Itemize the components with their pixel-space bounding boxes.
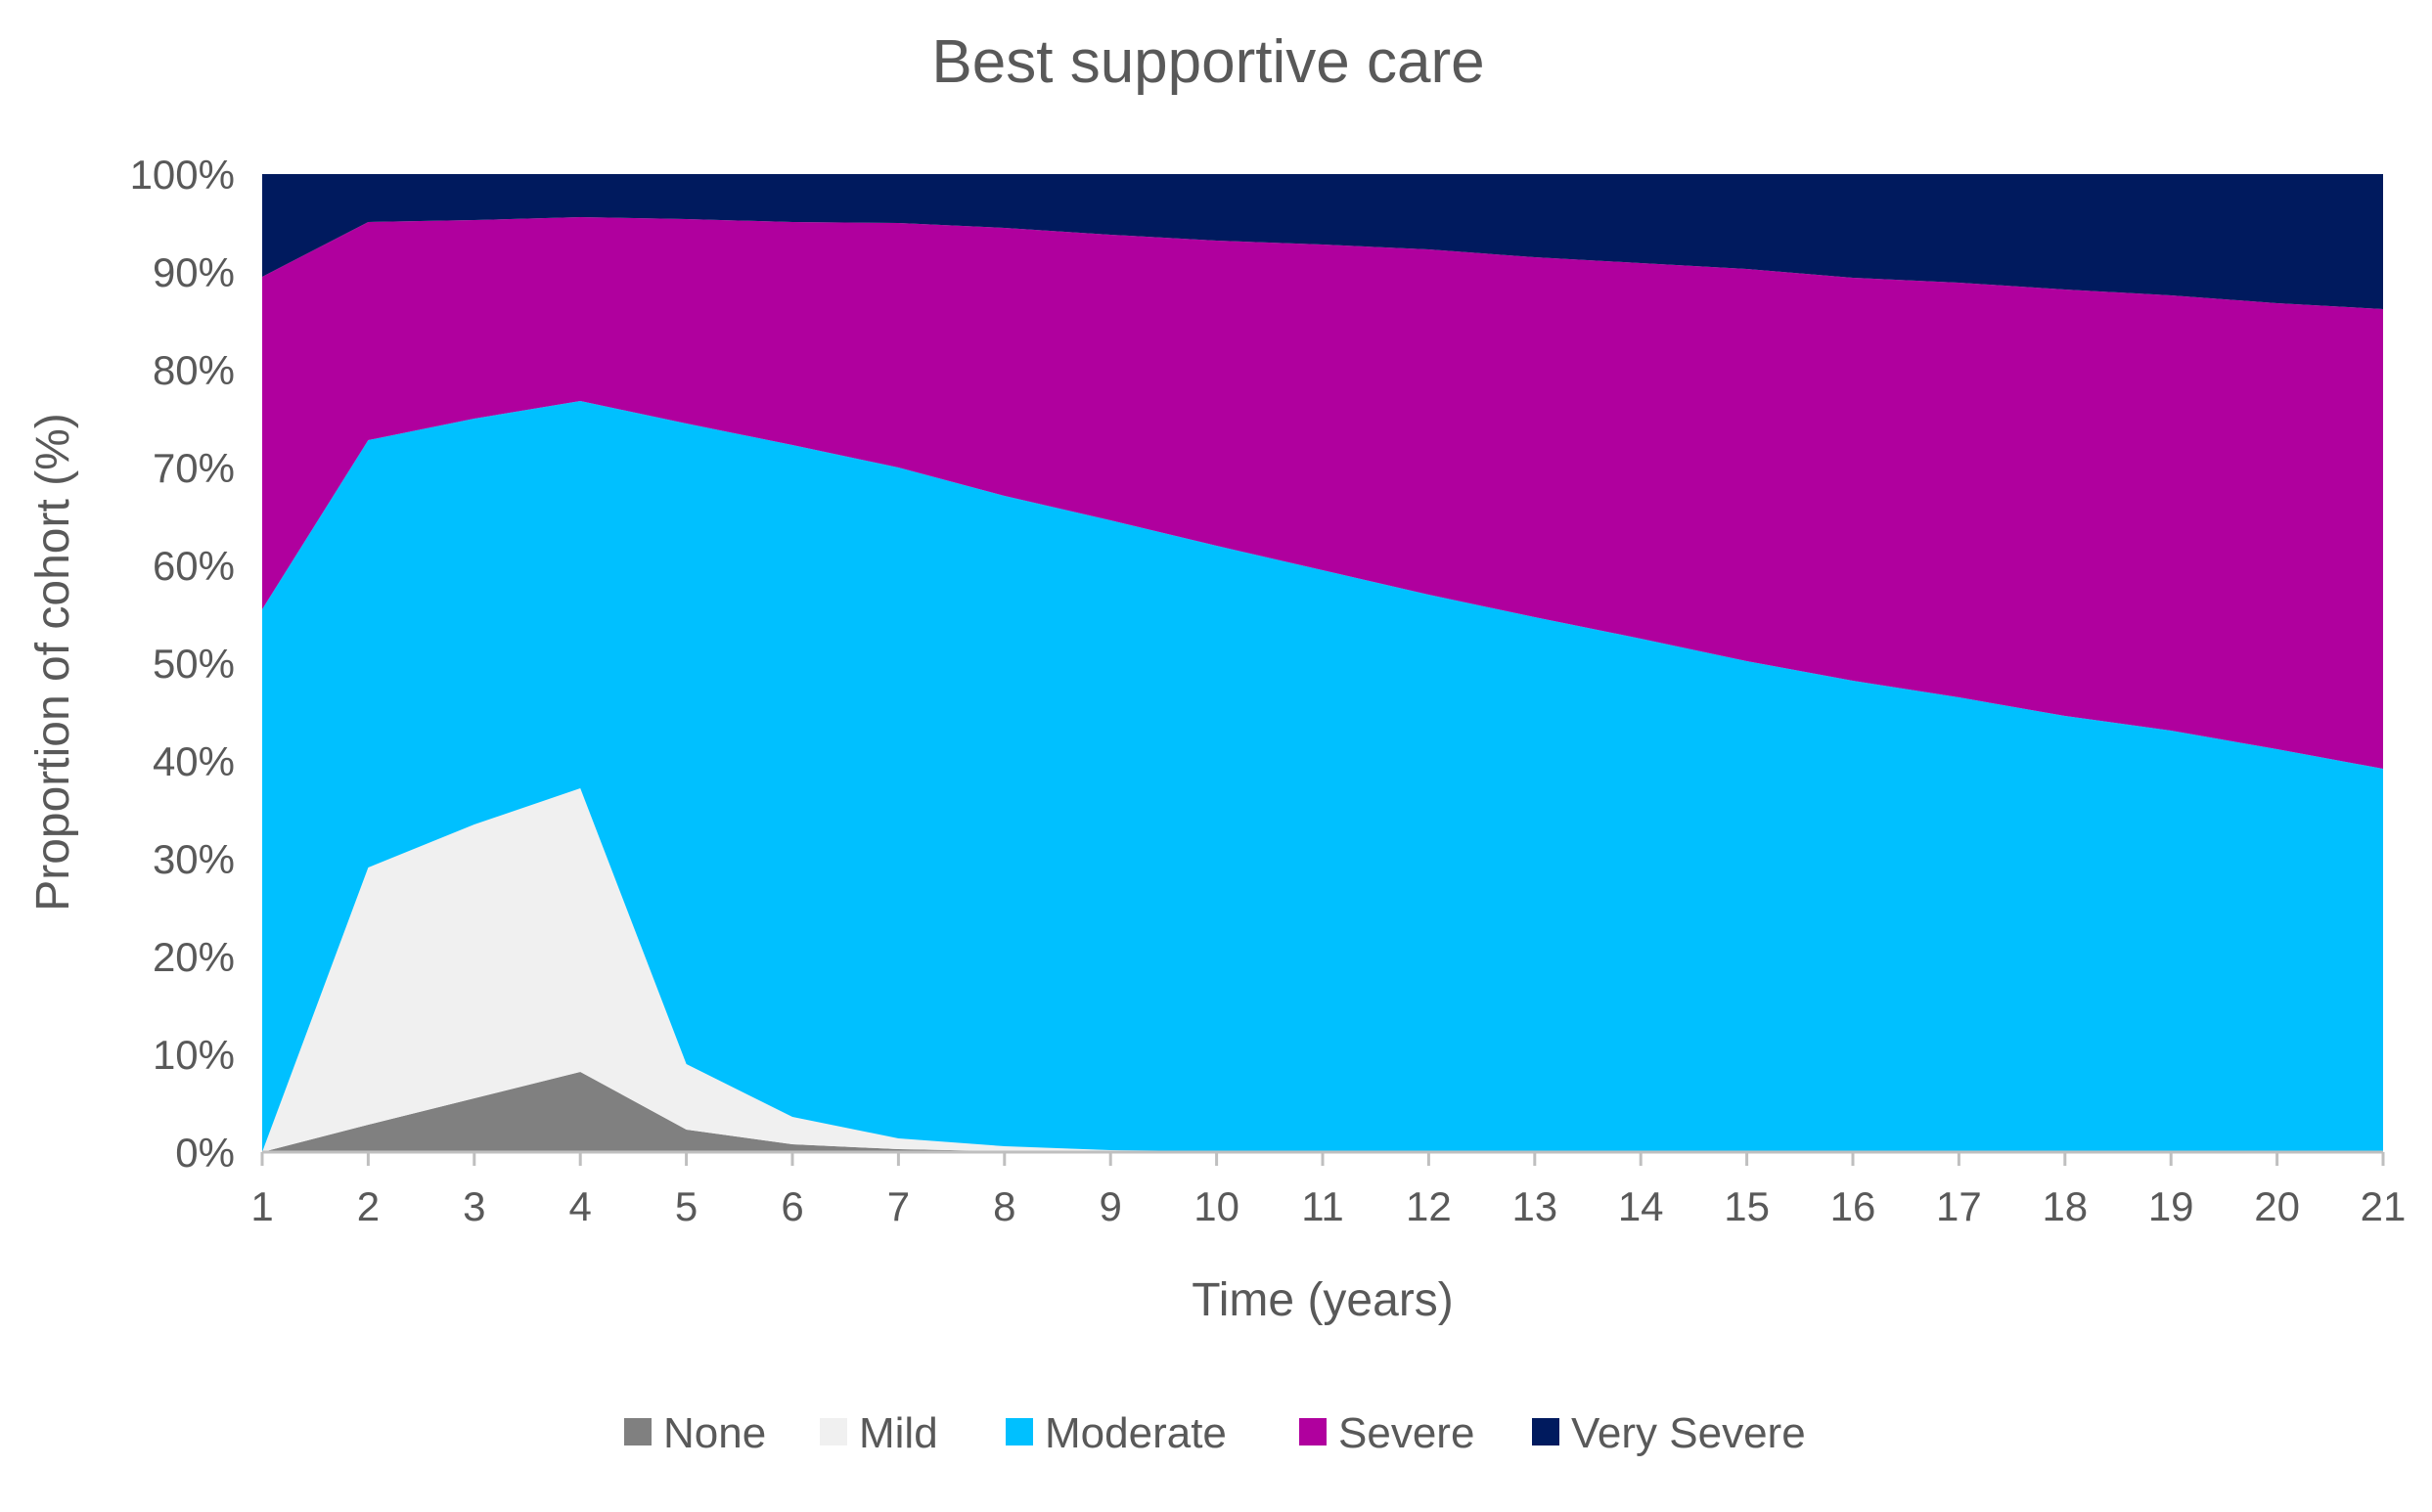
x-tick-label: 12 [1406,1183,1452,1229]
x-tick-label: 6 [781,1183,803,1229]
legend-swatch-very-severe [1532,1418,1559,1445]
y-tick-label: 60% [153,543,235,589]
x-tick-label: 15 [1724,1183,1770,1229]
legend-label-severe: Severe [1338,1409,1474,1457]
y-tick-label: 10% [153,1032,235,1078]
y-tick-label: 70% [153,445,235,491]
x-tick-label: 16 [1830,1183,1876,1229]
legend-swatch-none [624,1418,652,1445]
y-tick-label: 100% [130,152,235,198]
series-areas [262,174,2383,1152]
y-tick-label: 50% [153,641,235,687]
x-tick-label: 2 [357,1183,380,1229]
y-tick-label: 0% [175,1130,235,1176]
x-tick-label: 11 [1301,1183,1344,1229]
x-tick-label: 20 [2254,1183,2300,1229]
legend-swatch-severe [1299,1418,1327,1445]
legend-swatch-moderate [1006,1418,1033,1445]
x-tick-label: 13 [1511,1183,1557,1229]
legend-label-moderate: Moderate [1045,1409,1227,1457]
y-tick-label: 40% [153,738,235,784]
x-tick-label: 3 [463,1183,485,1229]
legend-swatch-mild [820,1418,847,1445]
chart-legend: None Mild Moderate Severe Very Severe [624,1409,1806,1457]
x-axis-title: Time (years) [1192,1274,1454,1326]
area-moderate [262,401,2383,1152]
area-very-severe [262,174,2383,309]
legend-label-none: None [663,1409,766,1457]
area-mild [262,788,2383,1152]
x-tick-label: 17 [1936,1183,1982,1229]
x-tick-label: 14 [1618,1183,1664,1229]
x-tick-label: 4 [569,1183,592,1229]
legend-label-mild: Mild [859,1409,938,1457]
chart-title: Best supportive care [931,28,1484,96]
area-none [262,1072,2383,1152]
x-tick-label: 19 [2148,1183,2194,1229]
y-axis-title: Proportion of cohort (%) [27,413,79,912]
x-tick-label: 1 [250,1183,273,1229]
x-tick-label: 7 [887,1183,910,1229]
y-tick-label: 90% [153,249,235,295]
x-tick-label: 18 [2042,1183,2088,1229]
y-tick-label: 20% [153,934,235,980]
y-axis-ticks: 0% 10% 20% 30% 40% 50% 60% 70% 80% 90% 100% [130,152,235,1176]
x-tick-label: 8 [993,1183,1015,1229]
y-tick-label: 30% [153,836,235,882]
y-tick-label: 80% [153,347,235,393]
x-tick-label: 21 [2361,1183,2407,1229]
x-tick-label: 5 [675,1183,698,1229]
legend-label-very-severe: Very Severe [1571,1409,1806,1457]
x-tick-label: 10 [1193,1183,1239,1229]
x-axis-ticks: 1 2 3 4 5 6 7 8 9 10 11 12 13 14 15 16 17 18 19 20 21 [250,1152,2406,1229]
area-severe [262,217,2383,769]
x-tick-label: 9 [1100,1183,1122,1229]
